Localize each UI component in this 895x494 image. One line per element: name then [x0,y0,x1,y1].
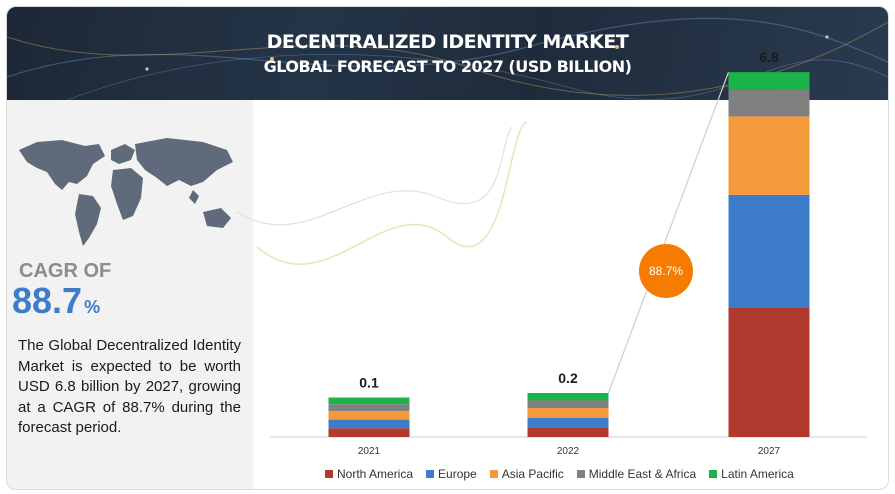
bar-segment-2021-europe [328,419,410,429]
legend-item-middle-east-africa: Middle East & Africa [576,467,697,481]
cagr-label: CAGR OF [19,260,112,282]
legend-swatch [709,470,718,478]
summary-panel: CAGR OF 88.7% The Global Decentralized I… [7,100,253,489]
cagr-badge [639,244,693,298]
bar-segment-2022-north-america [527,427,609,437]
legend-swatch [489,470,498,478]
total-label-2022: 0.2 [558,370,578,386]
cagr-unit: % [84,297,101,317]
legend-item-europe: Europe [426,467,477,481]
header-banner: DECENTRALIZED IDENTITY MARKET GLOBAL FOR… [7,7,888,100]
legend-label: North America [337,467,414,481]
stacked-bar-chart: 0.1 2021 0.2 2022 6.8 2027 88.7% [236,49,867,457]
x-tick-label-2022: 2022 [557,446,580,457]
legend-label: Asia Pacific [501,467,564,481]
decorative-swoosh-2 [236,126,513,226]
legend-swatch [426,470,435,478]
x-tick-label-2027: 2027 [758,446,781,457]
chart-title: DECENTRALIZED IDENTITY MARKET [266,31,629,53]
bar-segment-2027-middle-east-africa [728,89,810,117]
legend-item-latin-america: Latin America [709,467,794,481]
growth-connector-line [607,71,730,394]
legend-item-asia-pacific: Asia Pacific [489,467,564,481]
bar-segment-2021-north-america [328,428,410,437]
bar-segment-2022-latin-america [527,393,609,401]
legend-swatch [576,470,585,478]
bar-segment-2027-asia-pacific [728,116,810,195]
legend-label: Latin America [721,467,794,481]
total-label-2027: 6.8 [759,49,779,65]
bar-segment-2027-latin-america [728,72,810,90]
bar-segment-2021-latin-america [328,397,410,405]
bar-segment-2027-europe [728,194,810,308]
cagr-badge-label: 88.7% [649,264,683,278]
infographic-frame: DECENTRALIZED IDENTITY MARKET GLOBAL FOR… [6,6,889,490]
legend: North America Europe Asia Pacific Middle Ea… [325,465,825,483]
legend-label: Middle East & Africa [588,467,697,481]
chart-subtitle: GLOBAL FORECAST TO 2027 (USD BILLION) [263,57,632,76]
total-label-2021: 0.1 [359,375,379,391]
world-map-icon [19,138,233,246]
x-tick-label-2021: 2021 [358,446,381,457]
legend-label: Europe [438,467,477,481]
market-description: The Global Decentralized Identity Market… [18,337,241,436]
cagr-value: 88.7% [12,280,100,322]
bar-segment-2022-europe [527,417,609,428]
bar-segment-2027-north-america [728,307,810,437]
bar-segment-2022-middle-east-africa [527,400,609,408]
legend-item-north-america: North America [325,467,413,481]
bar-segment-2021-middle-east-africa [328,404,410,411]
cagr-number: 88.7 [12,280,83,321]
decorative-swoosh [256,121,528,265]
bar-segment-2022-asia-pacific [527,407,609,418]
legend-swatch [325,470,333,478]
bar-segment-2021-asia-pacific [328,410,410,420]
